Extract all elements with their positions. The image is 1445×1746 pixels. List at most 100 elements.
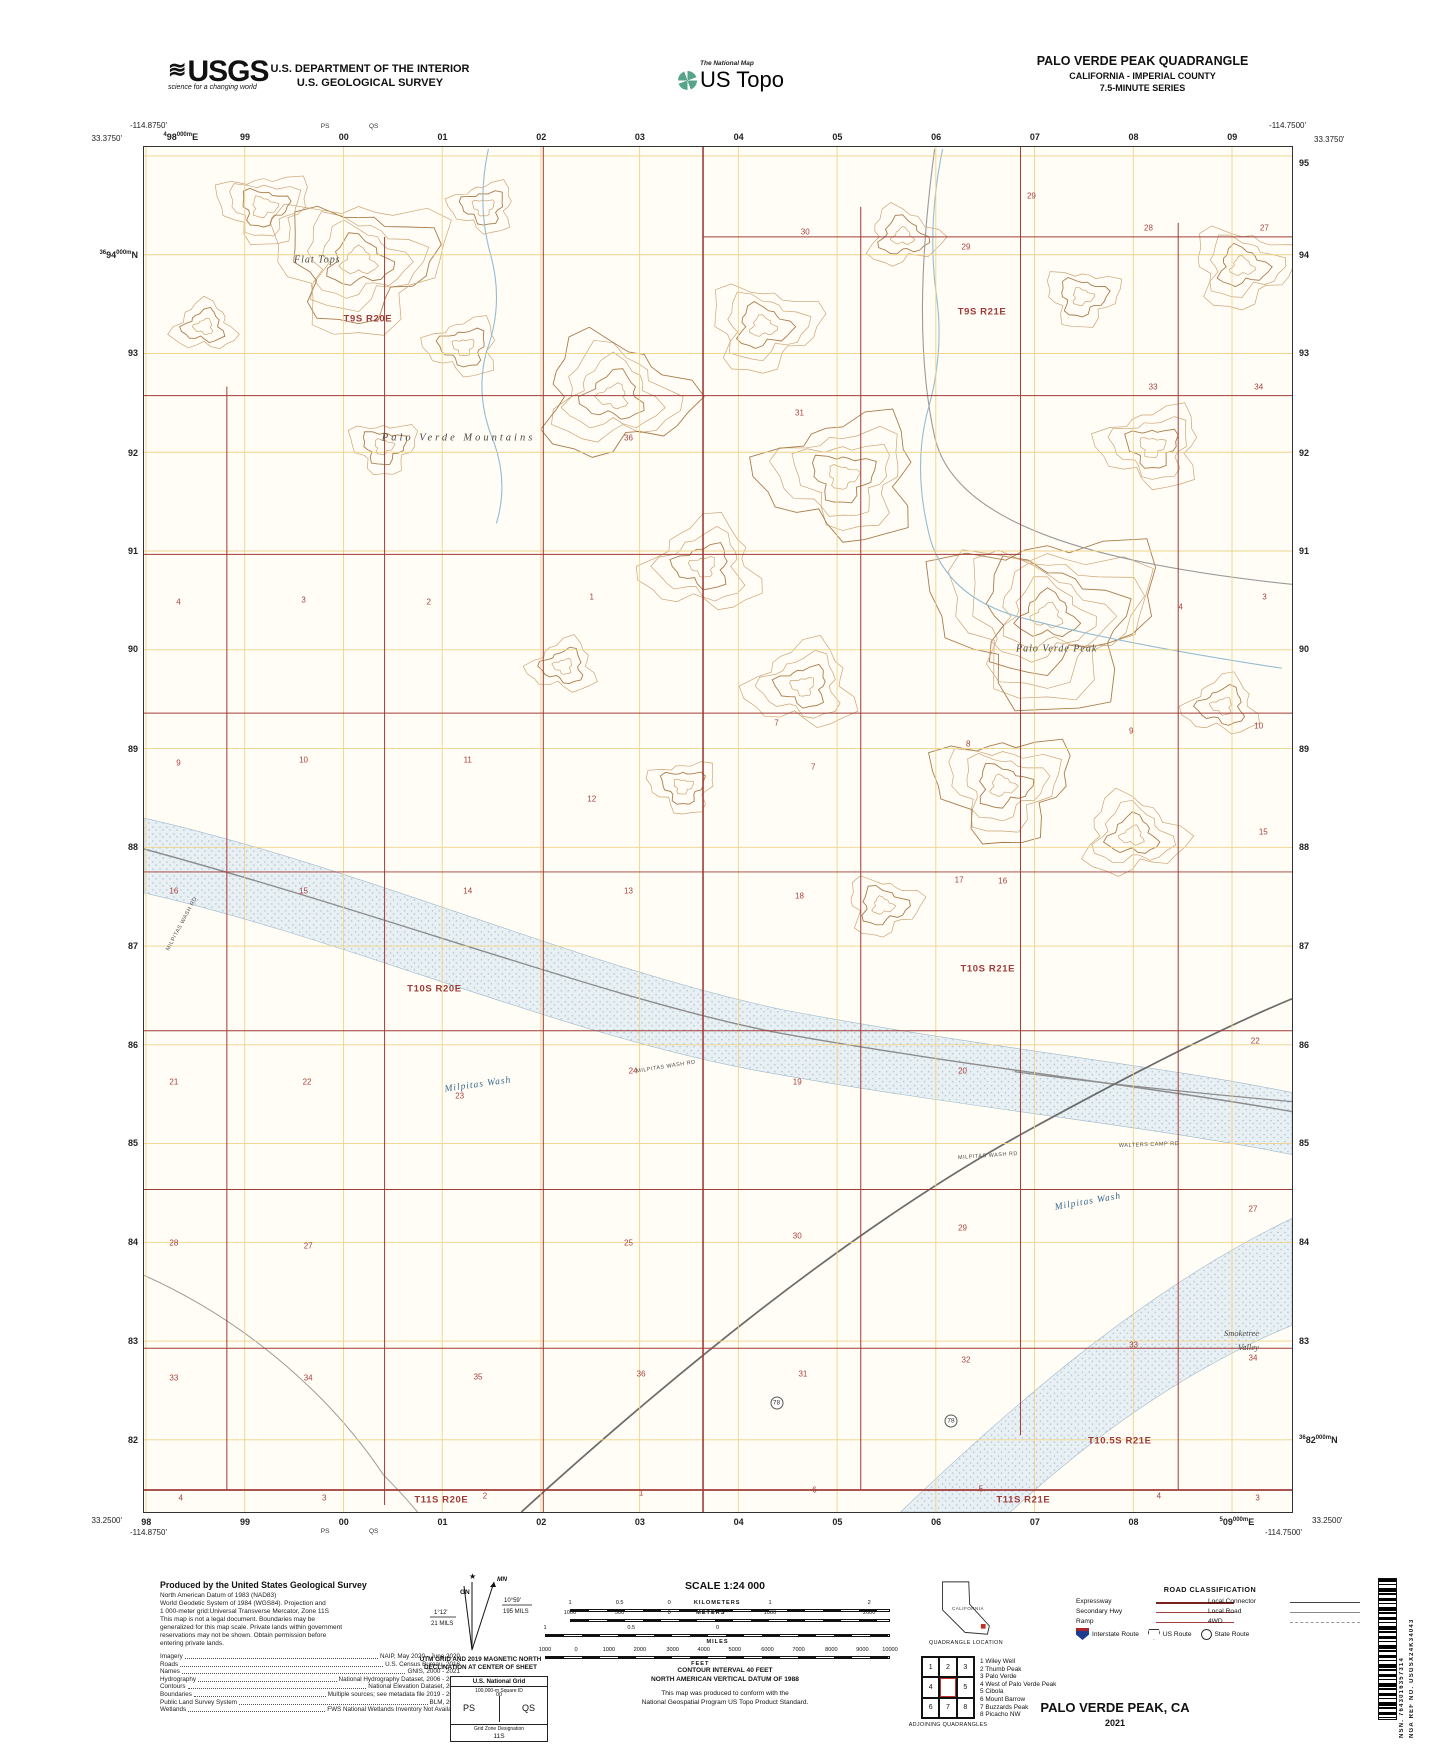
plss-section-number: 36: [624, 433, 633, 443]
grid-easting-label: 06: [931, 1517, 942, 1527]
plss-section-number: 29: [1026, 191, 1036, 201]
plss-section-number: 20: [958, 1066, 967, 1076]
scale-unit-label: FEET: [691, 1661, 710, 1667]
plss-section-number: 28: [169, 1238, 179, 1248]
grid-easting-label: 07: [1029, 1517, 1040, 1527]
grid-easting-label: 08: [1128, 132, 1139, 142]
grid-easting-label: 05: [832, 132, 843, 142]
roadclass-label: Expressway: [1076, 1598, 1112, 1605]
plss-section-number: 32: [961, 1355, 971, 1365]
map-canvas[interactable]: T9S R20E T9S R21E T10S R20E T10S R21E T10.5S…: [144, 147, 1292, 1512]
metadata-value: GNIS, 2000 - 2021: [407, 1668, 460, 1676]
scale-tick-label: 1: [568, 1600, 572, 1606]
metadata-key: Wetlands: [160, 1706, 187, 1714]
plss-section-number: 29: [961, 242, 971, 252]
barcode: [1378, 1578, 1397, 1720]
highway-road: [520, 997, 1292, 1512]
scale-tick-label: 1000: [602, 1647, 616, 1653]
usgs-tagline: science for a changing world: [168, 84, 257, 91]
roadclass-row: 4WD: [1208, 1618, 1360, 1628]
dot-leader: [188, 1706, 326, 1713]
roadclass-row: Ramp: [1076, 1618, 1234, 1628]
grid-easting-label: 07: [1029, 132, 1040, 142]
metadata-row: Wetlands FWS National Wetlands Inventory …: [160, 1706, 460, 1714]
map-area[interactable]: T9S R20E T9S R21E T10S R20E T10S R21E T10.5S…: [92, 121, 1345, 1537]
road-name-label: WALTERS CAMP RD: [1118, 1140, 1179, 1149]
produced-text-line: This map is not a legal document. Bounda…: [160, 1616, 316, 1623]
dept-line2: U.S. GEOLOGICAL SURVEY: [296, 77, 444, 89]
adjoining-cell: 2: [939, 1657, 957, 1678]
grid-easting-label: 02: [536, 132, 547, 142]
us-shield-icon: [1147, 1628, 1160, 1640]
plss-section-number: 25: [624, 1238, 633, 1248]
scale-bar-rule: [545, 1634, 890, 1637]
scale-tick-label: 0.5: [627, 1625, 636, 1631]
grid-easting-label: 98: [141, 1517, 152, 1527]
stream-line: [481, 148, 503, 524]
plss-section-number: 21: [169, 1077, 179, 1087]
scale-bar: 1 0.5 0 1 2 KILOMETERS: [568, 1600, 890, 1614]
plss-section-number: 9: [176, 758, 181, 768]
township-range-label: T11S R21E: [996, 1494, 1051, 1506]
grid-northing-label: 85: [127, 1138, 138, 1149]
dot-leader: [193, 1691, 326, 1698]
usng-square-ps: PS: [463, 1703, 476, 1713]
adjoining-cell: 6: [922, 1697, 940, 1718]
dot-leader: [184, 1653, 378, 1660]
grid-easting-label: 05: [832, 1517, 843, 1527]
scale-tick-label: 7000: [792, 1647, 805, 1653]
metadata-row: Hydrography National Hydrography Dataset,…: [160, 1676, 460, 1684]
plss-section-number: 3: [322, 1493, 327, 1503]
usng-subtitle: 100,000-m Square ID: [475, 1688, 523, 1694]
metadata-value: National Elevation Dataset, 2020: [368, 1683, 460, 1691]
road-classification-title: ROAD CLASSIFICATION: [1163, 1585, 1257, 1594]
adjoining-cell: 8: [956, 1697, 974, 1718]
adjoining-cell: 5: [956, 1677, 974, 1698]
grid-northing-label: 89: [127, 743, 138, 754]
metadata-value: National Hydrography Dataset, 2006 - 201…: [338, 1675, 460, 1683]
scale-tick-label: 8000: [825, 1647, 838, 1653]
grid-northing-label: 83: [127, 1336, 138, 1347]
route-legend-item: Interstate Route: [1076, 1628, 1139, 1640]
grid-northing-label: 92: [1299, 447, 1310, 458]
grid-easting-label: 04: [733, 1517, 744, 1527]
plss-section-number: 7: [774, 718, 779, 728]
state-route-marker: 78: [944, 1414, 958, 1428]
plss-section-number: 2: [482, 1491, 488, 1501]
township-range-label: T10.5S R21E: [1087, 1435, 1152, 1447]
plss-section-number: 4: [1178, 602, 1183, 612]
grid-easting-label: 04: [733, 132, 744, 142]
township-range-label: T10S R21E: [960, 963, 1016, 975]
gn-declination: 1°12': [434, 1610, 448, 1616]
corner-latitude-se: 33.2500': [1312, 1516, 1343, 1525]
scale-tick-label: 2000: [862, 1610, 876, 1616]
grid-easting-label: 00: [338, 132, 349, 142]
corner-latitude-sw: 33.2500': [91, 1516, 122, 1525]
scale-tick-label: 0.5: [615, 1600, 624, 1606]
dot-leader: [181, 1668, 406, 1675]
grid-northing-label: 84: [127, 1236, 138, 1247]
scale-tick-label: 2000: [633, 1647, 647, 1653]
usng-zone-label: Grid Zone Designation: [451, 1724, 547, 1733]
plss-section-number: 33: [1148, 382, 1158, 392]
california-outline: [942, 1581, 990, 1635]
corner-longitude-se: -114.7500': [1265, 1528, 1302, 1537]
smoketree-wash-area: [900, 1218, 1292, 1512]
adjoining-quad-name: 1 Wiley Well: [980, 1658, 1016, 1665]
produced-text-line: World Geodetic System of 1984 (WGS84). P…: [160, 1600, 326, 1607]
produced-title: Produced by the United States Geological…: [160, 1580, 367, 1590]
metadata-value: BLM, 2020: [429, 1698, 460, 1706]
produced-by-block: Produced by the United States Geological…: [160, 1580, 460, 1714]
produced-text-line: 1 000-meter grid:Universal Transverse Me…: [160, 1608, 329, 1615]
adjoining-cell: 3: [956, 1657, 974, 1678]
scale-title: SCALE 1:24 000: [685, 1580, 765, 1592]
gn-mils: 21 MILS: [431, 1621, 453, 1627]
plss-section-number: 22: [1250, 1036, 1260, 1046]
us-topo-icon: [678, 70, 697, 90]
scale-tick-label: 10000: [882, 1647, 898, 1653]
adjoining-quad-name: 5 Cibola: [980, 1688, 1004, 1696]
interstate-shield-icon: [1076, 1628, 1089, 1640]
scale-tick-label: 1000: [763, 1610, 777, 1616]
route-legend-label: US Route: [1162, 1630, 1192, 1638]
